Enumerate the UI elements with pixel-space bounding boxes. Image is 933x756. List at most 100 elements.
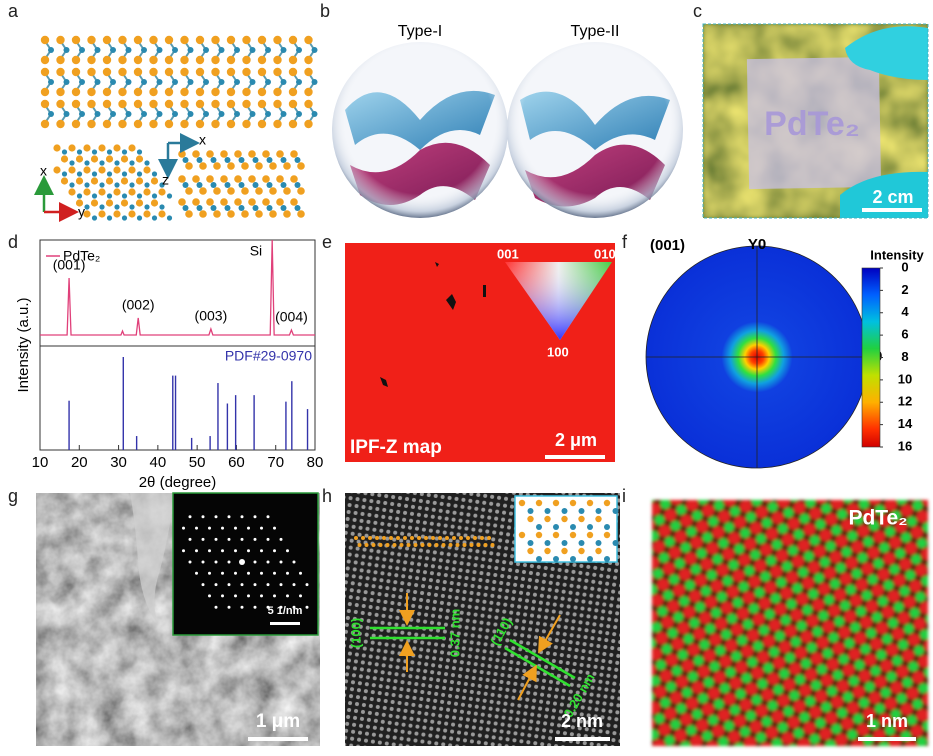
diffraction-spot [239,559,245,565]
atom-te [535,531,543,539]
atom-highlight [378,543,383,547]
atom-highlight [403,536,407,540]
diffraction-spot [247,594,250,598]
atom-pd [294,205,301,211]
atom-pd [182,157,189,163]
atom-pd [79,79,85,85]
diffraction-spot [214,537,218,541]
inset-label: 010 [594,246,616,261]
atom-pd [121,149,128,155]
panel-label: c [693,1,702,21]
diffraction-spot [247,526,250,530]
atom-te [213,210,221,218]
atom-pd [144,160,150,166]
atom-te [164,99,174,109]
diffraction-spot [201,583,205,587]
atom-te [75,177,84,185]
atom-highlight [445,536,449,540]
xrd-chart: 10 20 30 40 50 60 70 80 2θ (degree) Intensity (a.… [15,239,323,491]
atom-pd [166,215,173,221]
atom-te [220,198,228,206]
atom-pd [224,157,231,163]
atom-te [242,67,251,77]
atom-te [283,210,291,218]
atom-te [118,119,127,129]
atom-pd [536,556,542,562]
atom-te [603,499,611,507]
atom-te [102,87,112,97]
atom-pd [99,182,105,188]
atom-pd [311,79,318,85]
diffraction-spot [266,560,270,564]
atom-pd [224,205,231,211]
atom-pd [280,111,287,117]
atom-te [40,119,50,129]
atom-te [98,166,106,174]
pole-figure [645,245,869,469]
scale-bar-label: 2 nm [561,711,603,731]
atom-te [71,119,81,129]
atom-te [102,67,112,77]
peak-label: (001) [53,257,86,273]
atom-te [83,188,91,196]
atom-pd [48,79,54,85]
atom-pd [125,47,132,53]
atom-te [56,99,65,109]
atom-te [206,175,214,183]
atom-te [180,99,189,109]
diffraction-spot [188,560,192,564]
atom-te [552,499,560,507]
diffraction-spot [279,605,283,609]
atom-te [276,175,284,183]
atom-te [211,55,220,65]
atom-te [105,177,114,185]
atom-te [211,99,220,109]
atom-te [241,162,249,170]
xrd-pattern [40,239,315,336]
atom-te [102,55,112,65]
diffraction-spot [253,605,257,609]
diffraction-spot [227,605,231,609]
atom-te [257,67,267,77]
atom-te [40,67,50,77]
diffraction-spot [227,583,231,587]
atom-te [60,155,69,163]
diffraction-spot [273,571,276,575]
atom-te [578,547,585,555]
atom-highlight [469,543,474,547]
atom-te [283,187,291,195]
panel-label: a [8,1,19,21]
atom-te [257,99,267,109]
atom-te [255,162,263,170]
atom-pd [63,79,70,85]
atom-te [199,162,207,170]
atom-highlight [473,536,477,540]
scale-bar [248,737,308,741]
atom-pd [612,508,619,514]
atom-te [164,55,174,65]
atom-pd [280,182,287,188]
atom-te [241,187,249,195]
atom-te [569,531,577,539]
atom-te [248,175,256,183]
atom-te [180,119,189,129]
atom-te [75,155,84,163]
atom-te [220,175,228,183]
atom-te [180,35,189,45]
diffraction-spot [214,560,218,564]
diffraction-spot [299,594,302,598]
atom-te [178,198,186,206]
atom-te [53,166,61,174]
panel-label: f [622,232,628,252]
atom-pd [612,540,619,546]
atom-te [143,210,151,218]
atom-pd [544,508,551,514]
atom-pd [587,524,593,530]
atom-te [164,119,174,129]
orientation-label: (001) [650,237,685,254]
atom-te [149,119,158,129]
atom-pd [129,204,135,210]
atom-highlight [396,536,400,540]
atom-pd [114,160,120,166]
diffraction-spot [260,526,263,530]
